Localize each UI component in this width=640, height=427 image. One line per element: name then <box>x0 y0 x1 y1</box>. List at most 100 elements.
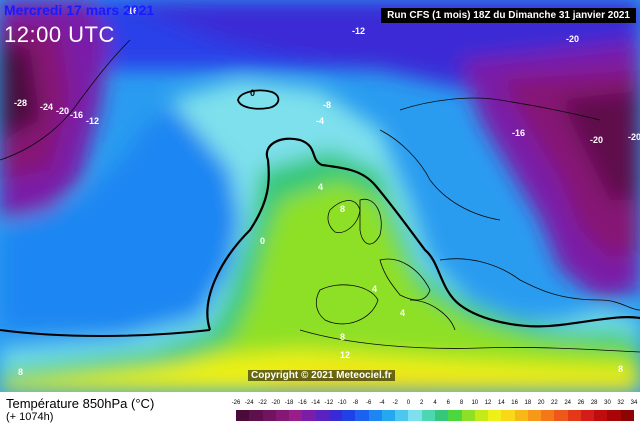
legend-tick-label: 24 <box>564 400 571 406</box>
isotherm-label: -24 <box>40 102 53 112</box>
legend-tick-label: 4 <box>433 400 437 406</box>
legend-tick-label: 30 <box>604 400 611 406</box>
isotherm-label: 4 <box>318 182 323 192</box>
legend-swatch <box>355 410 369 421</box>
legend-swatch <box>514 410 528 421</box>
isotherm-label: 12 <box>340 350 350 360</box>
legend-tick-label: -2 <box>392 400 398 406</box>
legend-tick-label: 26 <box>577 400 585 406</box>
legend-swatch <box>620 410 634 421</box>
temperature-map: -16-12-20-28 -24 -20 -16-120-8-4-16-20 -2048… <box>0 0 640 392</box>
isotherm-label: -12 <box>86 116 99 126</box>
legend-swatch <box>315 410 329 421</box>
legend-tick-label: -14 <box>311 400 320 406</box>
legend-swatch <box>381 410 396 421</box>
legend-tick-label: 16 <box>511 400 518 406</box>
isotherm-label: 0 <box>250 88 255 98</box>
isotherm-label: -20 <box>628 132 640 142</box>
legend-tick-label: -8 <box>352 400 359 406</box>
legend-swatch <box>236 410 250 421</box>
legend-swatch <box>395 410 409 421</box>
legend-swatch <box>262 410 276 421</box>
isotherm-label: -20 <box>566 34 579 44</box>
isotherm-label: -16 <box>70 110 83 120</box>
legend-swatch <box>474 410 489 421</box>
legend-swatch <box>461 410 475 421</box>
legend-tick-label: 18 <box>524 400 532 406</box>
isotherm-label: 8 <box>340 332 345 342</box>
legend-swatch <box>289 410 303 421</box>
legend-swatch <box>408 410 422 421</box>
legend-swatch <box>527 410 542 421</box>
legend-swatch <box>434 410 449 421</box>
legend-swatch <box>488 410 502 421</box>
isotherm-label: -28 <box>14 98 27 108</box>
copyright-notice: Copyright © 2021 Meteociel.fr <box>248 370 395 381</box>
legend-swatch <box>302 410 316 421</box>
legend-swatch <box>567 410 581 421</box>
isotherm-label: 4 <box>400 308 405 318</box>
legend-swatch <box>249 410 263 421</box>
forecast-time: 12:00 UTC <box>4 22 115 47</box>
legend-swatch <box>328 410 343 421</box>
legend-tick-label: 2 <box>420 400 424 406</box>
legend-swatch <box>580 410 595 421</box>
isotherm-label: 8 <box>618 364 623 374</box>
legend-tick-label: -10 <box>337 400 347 406</box>
legend-swatch <box>342 410 356 421</box>
legend-swatch <box>275 410 290 421</box>
legend-tick-label: -22 <box>258 400 267 406</box>
legend-color-bar <box>236 410 634 421</box>
zero-degree-isotherm-west <box>0 329 211 337</box>
legend-swatch <box>594 410 608 421</box>
legend-tick-label: 6 <box>446 400 450 406</box>
isotherm-labels: -16-12-20-28 -24 -20 -16-120-8-4-16-20 -2048… <box>14 6 640 377</box>
legend-swatch <box>501 410 515 421</box>
lead-time: (+ 1074h) <box>6 411 54 423</box>
legend-tick-label: -24 <box>244 400 254 406</box>
isotherm-label: -20 <box>590 135 603 145</box>
legend-tick-label: 8 <box>459 400 464 406</box>
legend-tick-label: -26 <box>231 400 241 406</box>
legend-tick-label: 10 <box>471 400 479 406</box>
isotherm-label: -16 <box>512 128 525 138</box>
legend-swatch <box>554 410 568 421</box>
legend-swatch <box>448 410 462 421</box>
legend-tick-label: 12 <box>484 400 492 406</box>
legend-tick-label: -6 <box>365 400 372 406</box>
isotherm-label: -16 <box>125 6 138 16</box>
isotherm-label: 0 <box>260 236 265 246</box>
legend-tick-label: 22 <box>551 400 558 406</box>
legend-tick-label: 28 <box>590 400 598 406</box>
zero-degree-isotherm <box>206 137 640 331</box>
isotherm-label: -20 <box>56 106 69 116</box>
forecast-date: Mercredi 17 mars 2021 <box>4 2 155 18</box>
isotherm-label: 8 <box>340 204 345 214</box>
legend-tick-label: 34 <box>630 400 638 406</box>
legend-tick-label: 14 <box>497 400 505 406</box>
legend-tick-label: -4 <box>379 400 385 406</box>
legend-swatch <box>541 410 555 421</box>
legend-tick-label: 32 <box>617 400 625 406</box>
legend-ticks: -26 -24 -22 -20 -18 -16 -14 -12 -10 -8 -6 -4 -2 0 2 4 6 8… <box>232 400 638 409</box>
legend-swatch <box>421 410 435 421</box>
legend-tick-label: -20 <box>271 400 281 406</box>
legend-swatch <box>607 410 621 421</box>
footer-bar: Température 850hPa (°C) (+ 1074h) -26 -24… <box>0 392 640 427</box>
legend-tick-label: -18 <box>284 400 294 406</box>
legend-tick-label: -12 <box>324 400 334 406</box>
legend-tick-label: -16 <box>297 400 307 406</box>
legend-tick-label: 20 <box>537 400 545 406</box>
legend-swatch <box>368 410 382 421</box>
isotherm-label: -12 <box>352 26 365 36</box>
legend-tick-label: 0 <box>406 400 411 406</box>
run-info: Run CFS (1 mois) 18Z du Dimanche 31 janv… <box>381 8 636 23</box>
coastlines <box>0 39 640 353</box>
iceland-outline <box>237 89 280 110</box>
isotherm-label: 4 <box>372 284 377 294</box>
isotherm-label: -8 <box>323 100 331 110</box>
color-legend: -26 -24 -22 -20 -18 -16 -14 -12 -10 -8 -6 -4 -2 0 2 4 6 8… <box>232 400 638 424</box>
isotherm-label: -4 <box>316 116 324 126</box>
isotherm-label: 8 <box>18 367 23 377</box>
